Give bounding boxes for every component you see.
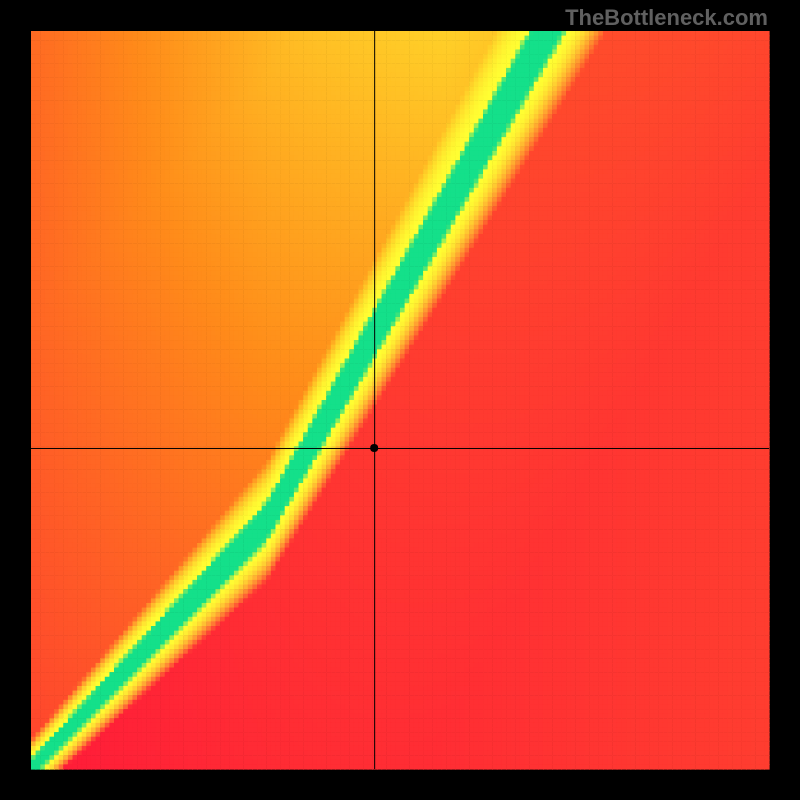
chart-container: TheBottleneck.com: [0, 0, 800, 800]
bottleneck-heatmap: [0, 0, 800, 800]
watermark-text: TheBottleneck.com: [565, 5, 768, 31]
